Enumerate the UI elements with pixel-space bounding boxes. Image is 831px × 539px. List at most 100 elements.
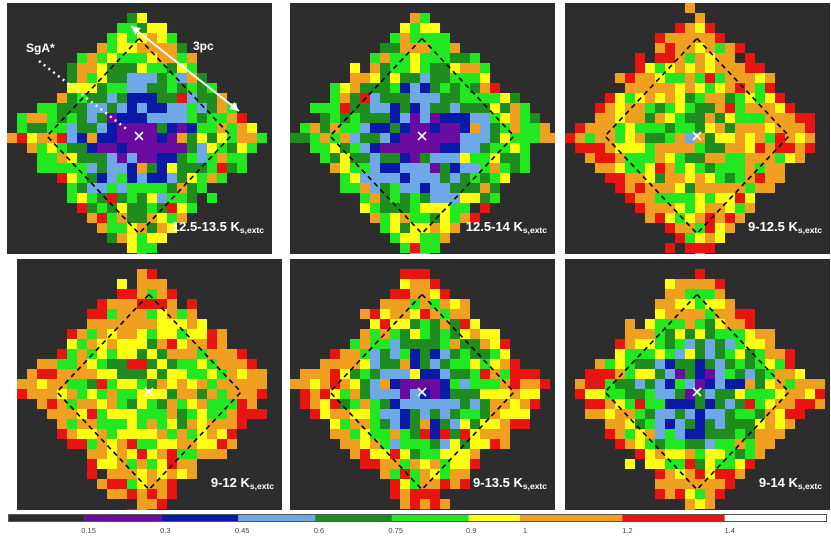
heatmap-cell — [615, 409, 625, 419]
heatmap-cell — [460, 113, 470, 123]
heatmap-cell — [380, 379, 390, 389]
heatmap-cell — [197, 369, 207, 379]
heatmap-cell — [57, 389, 67, 399]
heatmap-cell — [460, 153, 470, 163]
heatmap-cell — [575, 143, 585, 153]
heatmap-cell — [785, 359, 795, 369]
heatmap-cell — [520, 419, 530, 429]
heatmap-cell — [390, 143, 400, 153]
heatmap-cell — [635, 133, 645, 143]
heatmap-cell — [440, 299, 450, 309]
heatmap-cell — [500, 93, 510, 103]
heatmap-cell — [300, 369, 310, 379]
heatmap-cell — [177, 203, 187, 213]
heatmap-cell — [380, 163, 390, 173]
heatmap-cell — [430, 299, 440, 309]
heatmap-cell — [420, 153, 430, 163]
heatmap-cell — [480, 329, 490, 339]
heatmap-cell — [310, 123, 320, 133]
heatmap-cell — [217, 123, 227, 133]
heatmap-cell — [625, 359, 635, 369]
heatmap-cell — [420, 279, 430, 289]
heatmap-cell — [400, 113, 410, 123]
heatmap-cell — [77, 73, 87, 83]
heatmap-cell — [735, 153, 745, 163]
heatmap-cell — [350, 359, 360, 369]
heatmap-cell — [410, 93, 420, 103]
heatmap-cell — [400, 399, 410, 409]
heatmap-cell — [695, 289, 705, 299]
heatmap-cell — [410, 409, 420, 419]
heatmap-cell — [177, 43, 187, 53]
heatmap-cell — [765, 103, 775, 113]
heatmap-cell — [350, 339, 360, 349]
heatmap-cell — [77, 329, 87, 339]
heatmap-cell — [685, 23, 695, 33]
heatmap-cell — [450, 103, 460, 113]
heatmap-cell — [247, 359, 257, 369]
heatmap-cell — [635, 183, 645, 193]
heatmap-cell — [77, 83, 87, 93]
heatmap-cell — [735, 329, 745, 339]
heatmap-cell — [490, 369, 500, 379]
heatmap-cell — [320, 399, 330, 409]
heatmap-cell — [390, 193, 400, 203]
heatmap-cell — [380, 83, 390, 93]
heatmap-cell — [440, 203, 450, 213]
heatmap-cell — [735, 469, 745, 479]
heatmap-cell — [137, 359, 147, 369]
heatmap-cell — [217, 103, 227, 113]
heatmap-cell — [67, 399, 77, 409]
heatmap-cell — [450, 53, 460, 63]
heatmap-cell — [685, 133, 695, 143]
heatmap-cell — [695, 489, 705, 499]
heatmap-cell — [137, 389, 147, 399]
heatmap-cell — [430, 289, 440, 299]
heatmap-cell — [530, 389, 540, 399]
heatmap-cell — [470, 319, 480, 329]
heatmap-cell — [167, 223, 177, 233]
heatmap-cell — [147, 53, 157, 63]
heatmap-cell — [227, 163, 237, 173]
heatmap-cell — [187, 83, 197, 93]
heatmap-cell — [187, 163, 197, 173]
heatmap-cell — [725, 329, 735, 339]
heatmap-cell — [645, 399, 655, 409]
heatmap-cell — [247, 399, 257, 409]
heatmap-cell — [645, 409, 655, 419]
heatmap-cell — [755, 83, 765, 93]
heatmap-cell — [157, 83, 167, 93]
heatmap-cell — [67, 429, 77, 439]
heatmap-cell — [665, 459, 675, 469]
heatmap-cell — [450, 459, 460, 469]
heatmap-cell — [127, 153, 137, 163]
heatmap-cell — [695, 409, 705, 419]
heatmap-cell — [117, 369, 127, 379]
heatmap-cell — [187, 379, 197, 389]
heatmap-cell — [695, 23, 705, 33]
heatmap-cell — [480, 399, 490, 409]
heatmap-cell — [705, 133, 715, 143]
heatmap-cell — [157, 183, 167, 193]
heatmap-cell — [360, 379, 370, 389]
heatmap-cell — [400, 153, 410, 163]
heatmap-cell — [685, 389, 695, 399]
heatmap-cell — [107, 183, 117, 193]
heatmap-cell — [197, 123, 207, 133]
heatmap-cell — [330, 379, 340, 389]
heatmap-cell — [480, 63, 490, 73]
heatmap-cell — [197, 153, 207, 163]
heatmap-cell — [410, 223, 420, 233]
heatmap-cell — [655, 449, 665, 459]
heatmap-cell — [705, 193, 715, 203]
heatmap-cell — [460, 339, 470, 349]
heatmap-cell — [725, 53, 735, 63]
heatmap-cell — [655, 399, 665, 409]
heatmap-cell — [430, 163, 440, 173]
heatmap-cell — [167, 379, 177, 389]
heatmap-cell — [167, 409, 177, 419]
heatmap-cell — [725, 299, 735, 309]
heatmap-cell — [187, 299, 197, 309]
heatmap-cell — [595, 399, 605, 409]
heatmap-cell — [420, 329, 430, 339]
